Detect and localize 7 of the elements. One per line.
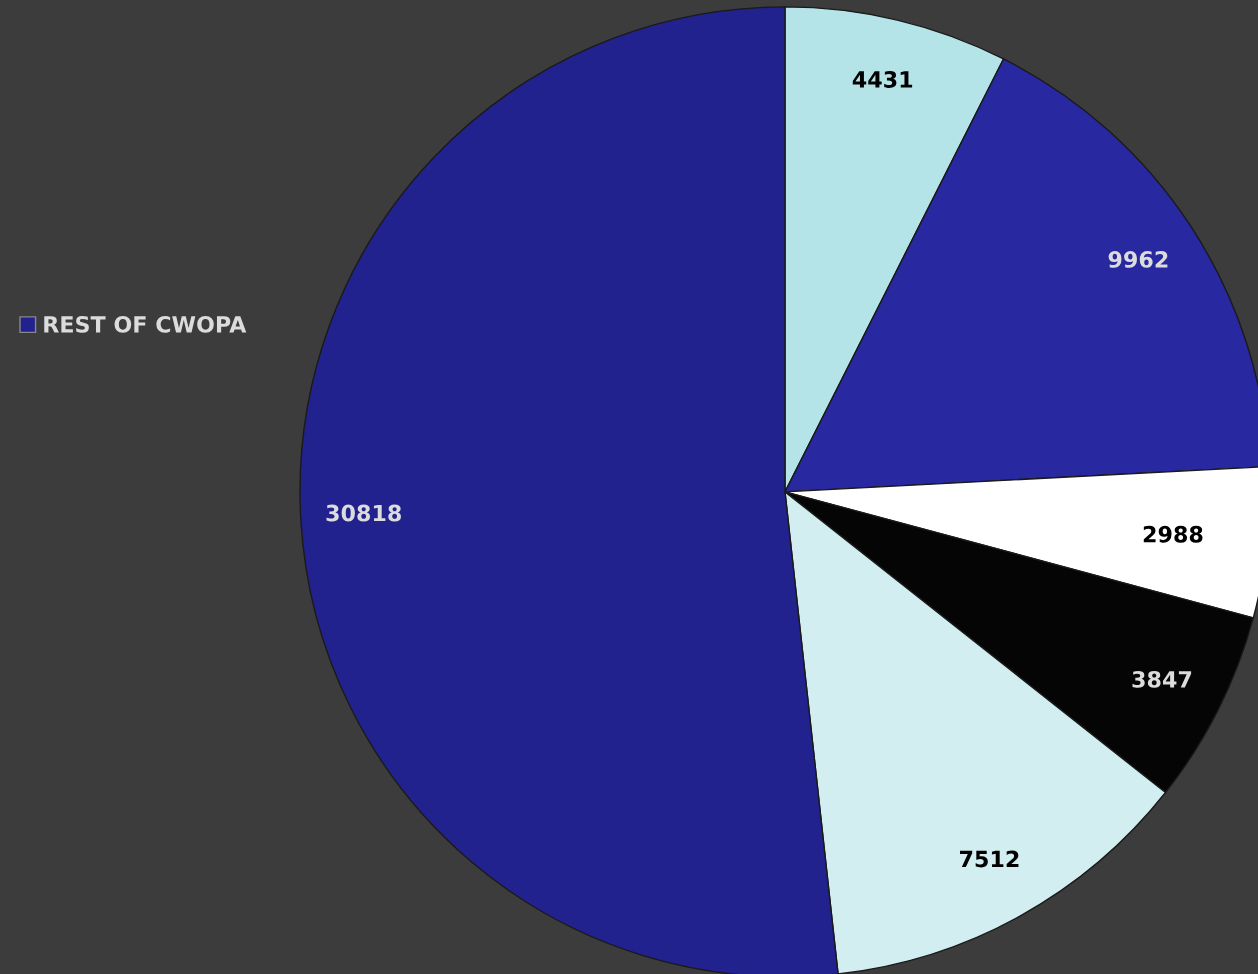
data-label: 3847 (1132, 670, 1192, 688)
data-label: 4431 (852, 71, 913, 88)
data-label: 30818 (326, 504, 401, 522)
data-label: 7512 (960, 850, 1019, 868)
data-label: 2988 (1143, 525, 1203, 543)
data-label: 9962 (1108, 251, 1168, 268)
legend-label: REST OF CWOPA (44, 315, 247, 333)
